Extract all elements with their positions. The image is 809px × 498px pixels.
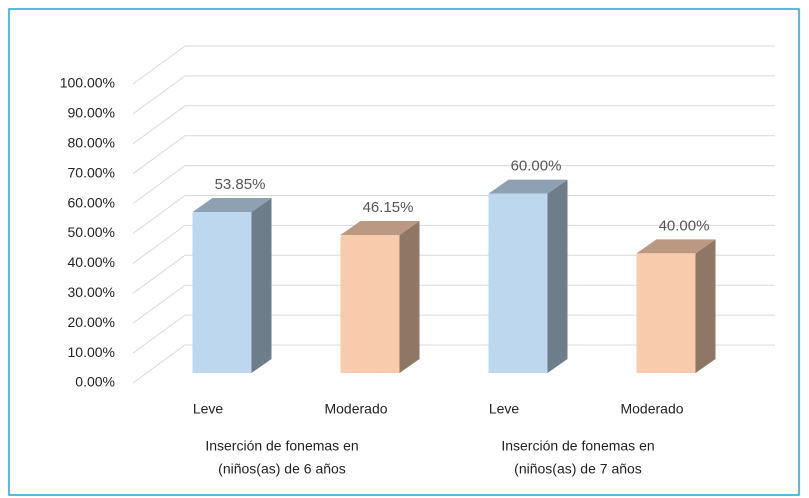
y-tick-label: 70.00% xyxy=(68,164,115,180)
group-label: (niños(as) de 7 años xyxy=(514,461,642,477)
x-tick-label: Leve xyxy=(193,401,224,417)
y-tick-label: 90.00% xyxy=(68,105,115,121)
y-tick-label: 30.00% xyxy=(68,284,115,300)
bar xyxy=(192,211,252,373)
y-tick-label: 50.00% xyxy=(68,224,115,240)
grid-line xyxy=(132,195,775,234)
y-tick-label: 60.00% xyxy=(68,194,115,210)
y-tick-label: 100.00% xyxy=(60,75,115,91)
y-tick-label: 20.00% xyxy=(68,314,115,330)
bar xyxy=(636,253,696,373)
grid-line xyxy=(132,165,775,205)
x-tick-label: Leve xyxy=(489,401,520,417)
group-label: Inserción de fonemas en xyxy=(501,438,654,454)
grid-line xyxy=(132,344,775,384)
bar-top xyxy=(192,197,272,212)
bar-top xyxy=(636,239,716,254)
bar xyxy=(488,193,548,373)
grid-line xyxy=(132,105,775,145)
group-label: Inserción de fonemas en xyxy=(205,438,358,454)
y-tick-label: 40.00% xyxy=(68,254,115,270)
bar-top xyxy=(488,179,568,194)
value-label: 53.85% xyxy=(215,176,266,193)
bar-side xyxy=(695,239,716,373)
x-tick-label: Moderado xyxy=(620,401,683,417)
grid-line xyxy=(132,254,775,294)
value-label: 46.15% xyxy=(363,199,414,216)
bar xyxy=(340,235,400,373)
value-label: 40.00% xyxy=(659,217,710,234)
bar-side xyxy=(251,197,272,373)
bar-side xyxy=(399,221,420,373)
bar-side xyxy=(547,179,568,373)
grid-line xyxy=(132,135,775,175)
x-tick-label: Moderado xyxy=(324,401,387,417)
value-label: 60.00% xyxy=(511,158,562,175)
grid-line xyxy=(132,284,775,324)
grid-line xyxy=(132,75,775,115)
y-tick-label: 10.00% xyxy=(68,344,115,360)
grid-line xyxy=(132,314,775,354)
grid-line xyxy=(132,45,775,85)
group-label: (niños(as) de 6 años xyxy=(218,461,346,477)
y-tick-label: 80.00% xyxy=(68,135,115,151)
bar-top xyxy=(340,221,420,236)
y-tick-label: 0.00% xyxy=(75,374,115,390)
grid-line xyxy=(132,224,775,264)
